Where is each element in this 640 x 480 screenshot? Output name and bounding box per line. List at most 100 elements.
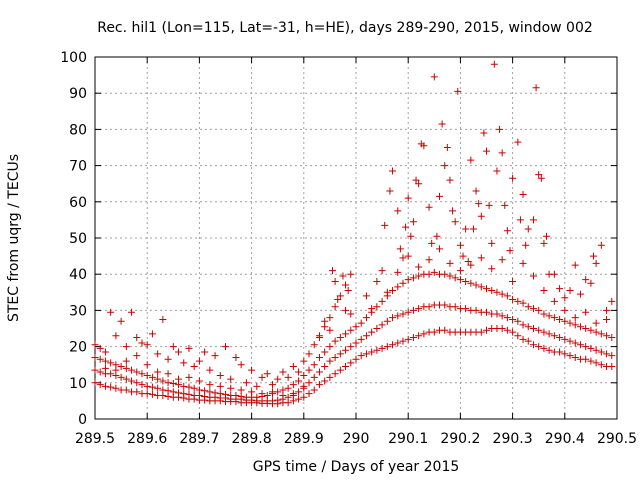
- data-point: [300, 393, 308, 401]
- y-tick-label: 0: [78, 412, 87, 428]
- data-point: [477, 212, 485, 220]
- data-point: [357, 319, 365, 327]
- data-point: [441, 270, 449, 278]
- data-point: [206, 381, 214, 389]
- data-point: [368, 348, 376, 356]
- data-point: [148, 390, 156, 398]
- data-point: [326, 343, 334, 351]
- data-point: [101, 348, 109, 356]
- data-point: [498, 312, 506, 320]
- y-tick-label: 30: [69, 303, 87, 319]
- data-point: [154, 384, 162, 392]
- data-point: [582, 325, 590, 332]
- data-point: [436, 245, 444, 253]
- data-point: [425, 203, 433, 211]
- data-point: [362, 332, 370, 340]
- data-point: [279, 391, 287, 399]
- data-point: [96, 355, 104, 363]
- data-point: [342, 330, 350, 338]
- data-point: [274, 396, 282, 404]
- data-point: [164, 387, 172, 395]
- data-point: [519, 191, 527, 199]
- y-tick-label: 40: [69, 267, 87, 283]
- data-point: [138, 339, 146, 347]
- data-point: [529, 325, 537, 332]
- data-point: [409, 334, 417, 342]
- data-point: [404, 194, 412, 202]
- data-point: [122, 364, 130, 372]
- data-point: [441, 326, 449, 334]
- data-point: [451, 274, 459, 282]
- data-point: [378, 267, 386, 275]
- data-point: [441, 301, 449, 309]
- data-point: [454, 87, 462, 95]
- y-tick-labels: 0 10 20 30 40 50 60 70 80 90 100: [60, 50, 87, 428]
- y-tick-label: 70: [69, 159, 87, 175]
- data-point: [331, 337, 339, 345]
- data-point: [592, 319, 600, 327]
- data-point: [143, 372, 151, 380]
- data-point: [368, 328, 376, 336]
- data-point: [216, 382, 224, 390]
- data-point: [133, 368, 141, 376]
- data-point: [195, 357, 203, 365]
- data-point: [315, 334, 323, 342]
- data-point: [321, 363, 329, 371]
- data-point: [446, 272, 454, 280]
- data-point: [467, 261, 475, 269]
- data-point: [472, 306, 480, 314]
- data-point: [326, 373, 334, 381]
- data-point: [248, 388, 256, 396]
- data-point: [164, 370, 172, 378]
- data-point: [543, 232, 551, 240]
- data-point: [112, 332, 120, 340]
- data-point: [522, 241, 530, 249]
- data-point: [295, 368, 303, 376]
- data-point: [148, 373, 156, 381]
- data-point: [535, 306, 543, 314]
- data-point: [576, 323, 584, 331]
- data-point: [107, 370, 115, 378]
- data-point: [603, 306, 611, 314]
- data-point: [587, 326, 595, 334]
- data-point: [289, 381, 297, 389]
- data-point: [451, 218, 459, 226]
- data-point: [378, 344, 386, 352]
- data-point: [503, 227, 511, 235]
- data-point: [329, 267, 337, 275]
- data-point: [425, 303, 433, 311]
- data-point: [279, 368, 287, 376]
- data-point: [138, 370, 146, 378]
- data-point: [248, 366, 256, 374]
- data-point: [459, 252, 467, 260]
- data-point: [159, 386, 167, 394]
- data-point: [561, 317, 569, 325]
- data-point: [284, 393, 292, 401]
- data-point: [550, 270, 558, 278]
- data-point: [222, 343, 229, 351]
- data-point: [597, 330, 605, 338]
- data-point: [467, 156, 475, 164]
- data-point: [597, 241, 605, 249]
- x-tick-label: 290.5: [597, 431, 637, 447]
- data-point: [342, 281, 350, 289]
- data-point: [485, 201, 493, 209]
- data-point: [128, 308, 136, 316]
- data-point: [310, 341, 318, 349]
- data-point: [169, 380, 177, 388]
- data-point: [352, 339, 360, 347]
- data-point: [509, 277, 517, 285]
- data-point: [503, 314, 511, 322]
- data-point: [394, 339, 402, 347]
- data-point: [339, 272, 347, 280]
- data-point: [154, 375, 162, 383]
- data-point: [310, 373, 318, 381]
- data-point: [373, 325, 381, 332]
- data-point: [524, 225, 532, 233]
- data-point: [331, 353, 339, 361]
- data-point: [268, 397, 276, 405]
- data-point: [443, 144, 451, 151]
- data-point: [415, 272, 423, 280]
- data-point: [404, 276, 412, 284]
- data-point: [117, 317, 125, 325]
